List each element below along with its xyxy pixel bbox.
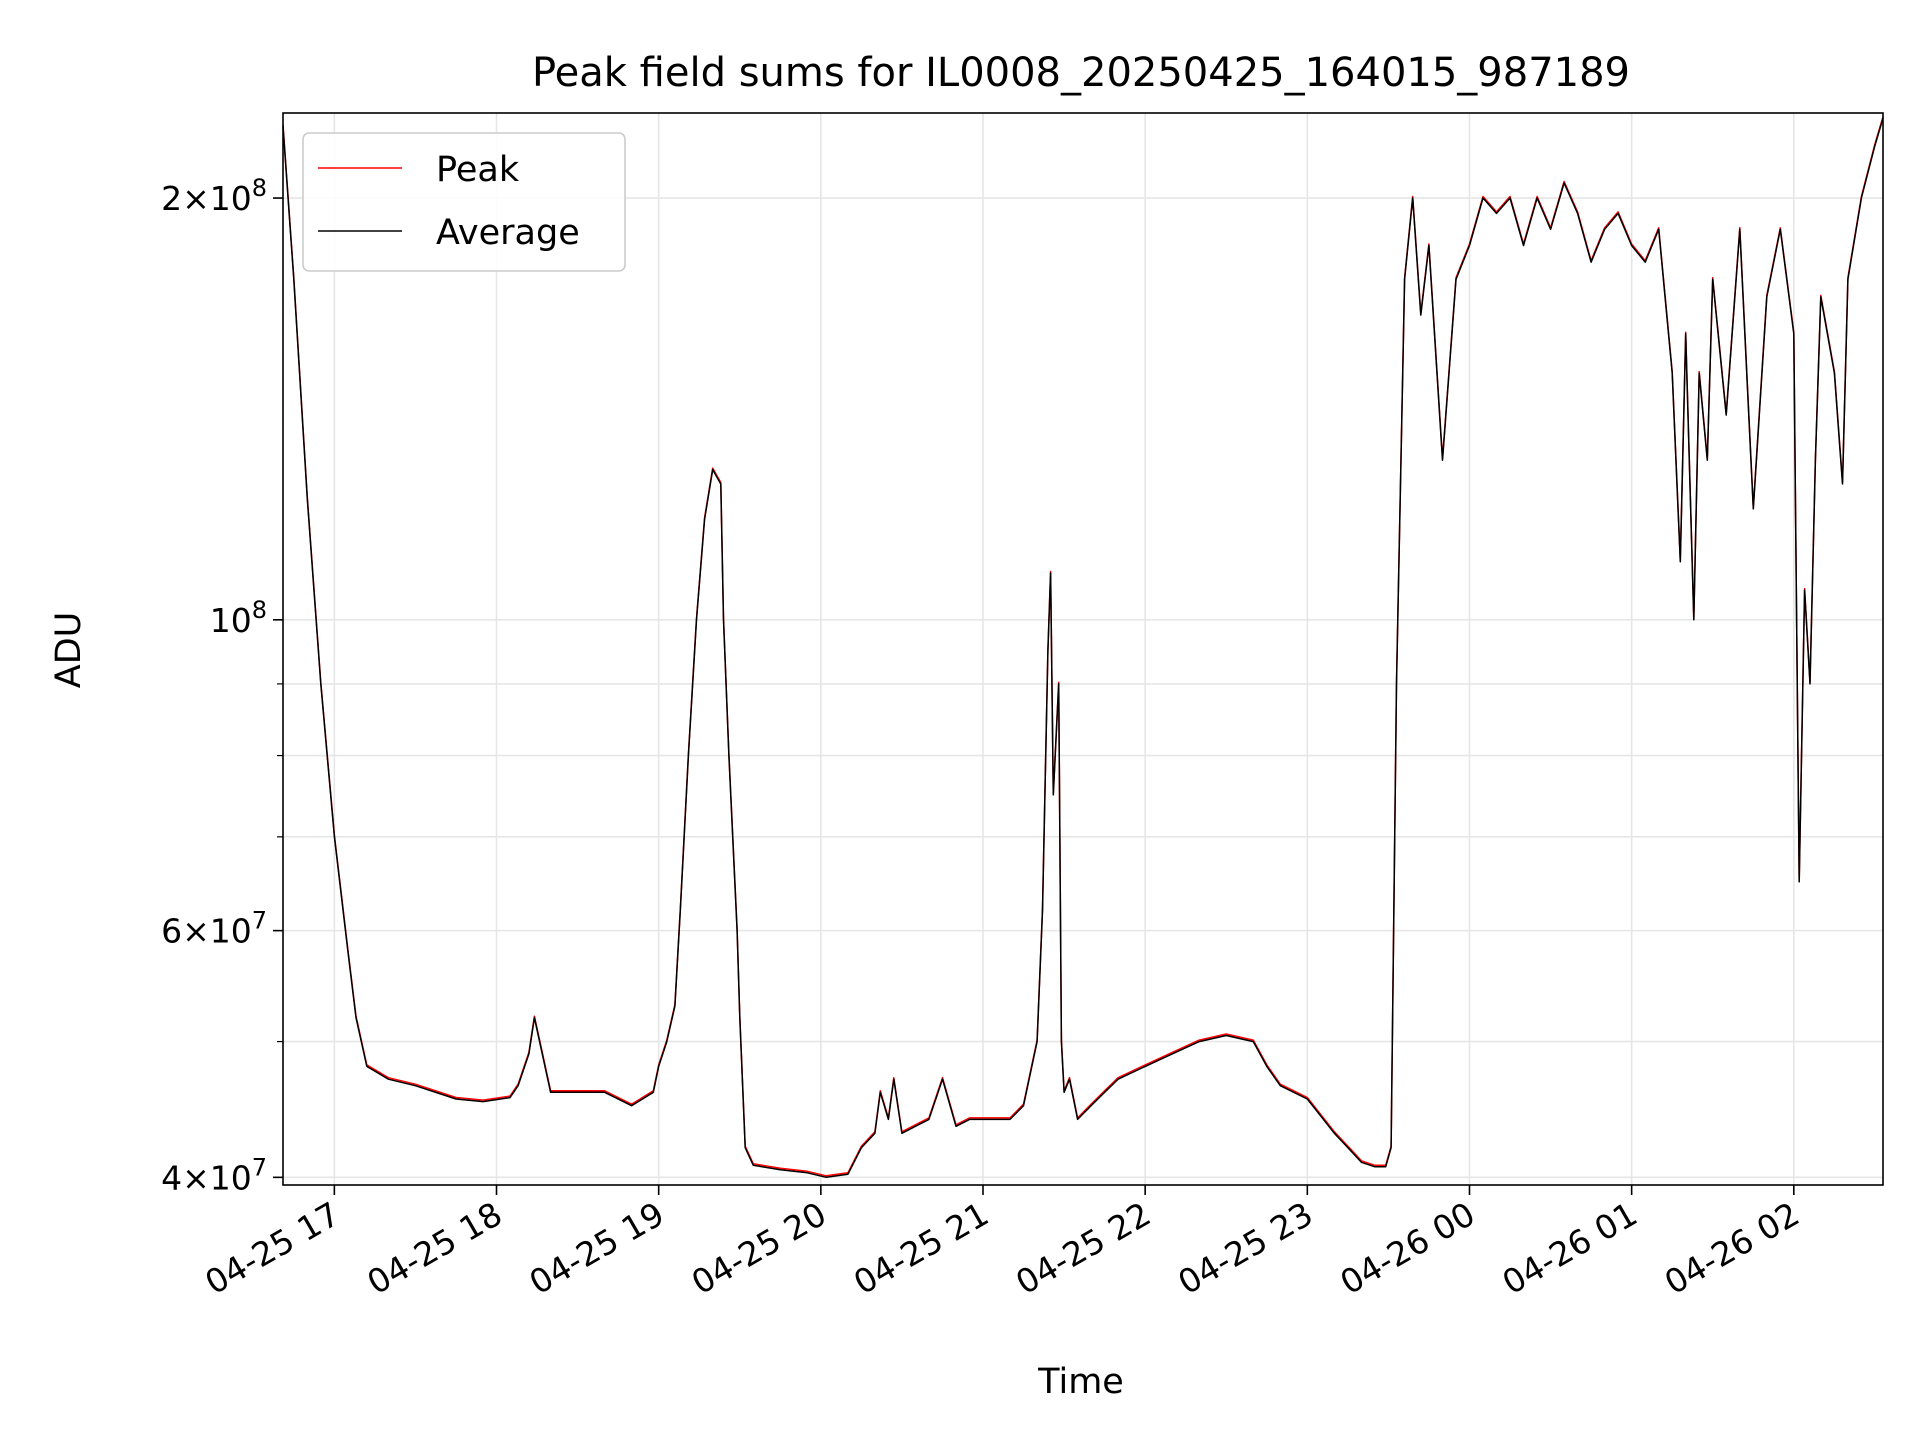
y-tick-label: 6×107 — [161, 907, 267, 951]
x-axis-label: Time — [1037, 1362, 1124, 1402]
legend: Peak Average — [302, 132, 626, 272]
grid-lines — [283, 113, 1883, 1185]
legend-label-peak: Peak — [436, 150, 520, 190]
y-tick-label: 2×108 — [161, 174, 267, 218]
y-axis-label: ADU — [49, 612, 89, 689]
axes-frame — [282, 112, 1884, 1186]
series-line-average — [282, 118, 1884, 1179]
chart-title: Peak field sums for IL0008_20250425_1640… — [532, 50, 1630, 96]
y-tick-label: 4×107 — [161, 1153, 267, 1197]
series-lines — [282, 116, 1884, 1179]
legend-label-average: Average — [436, 213, 580, 253]
